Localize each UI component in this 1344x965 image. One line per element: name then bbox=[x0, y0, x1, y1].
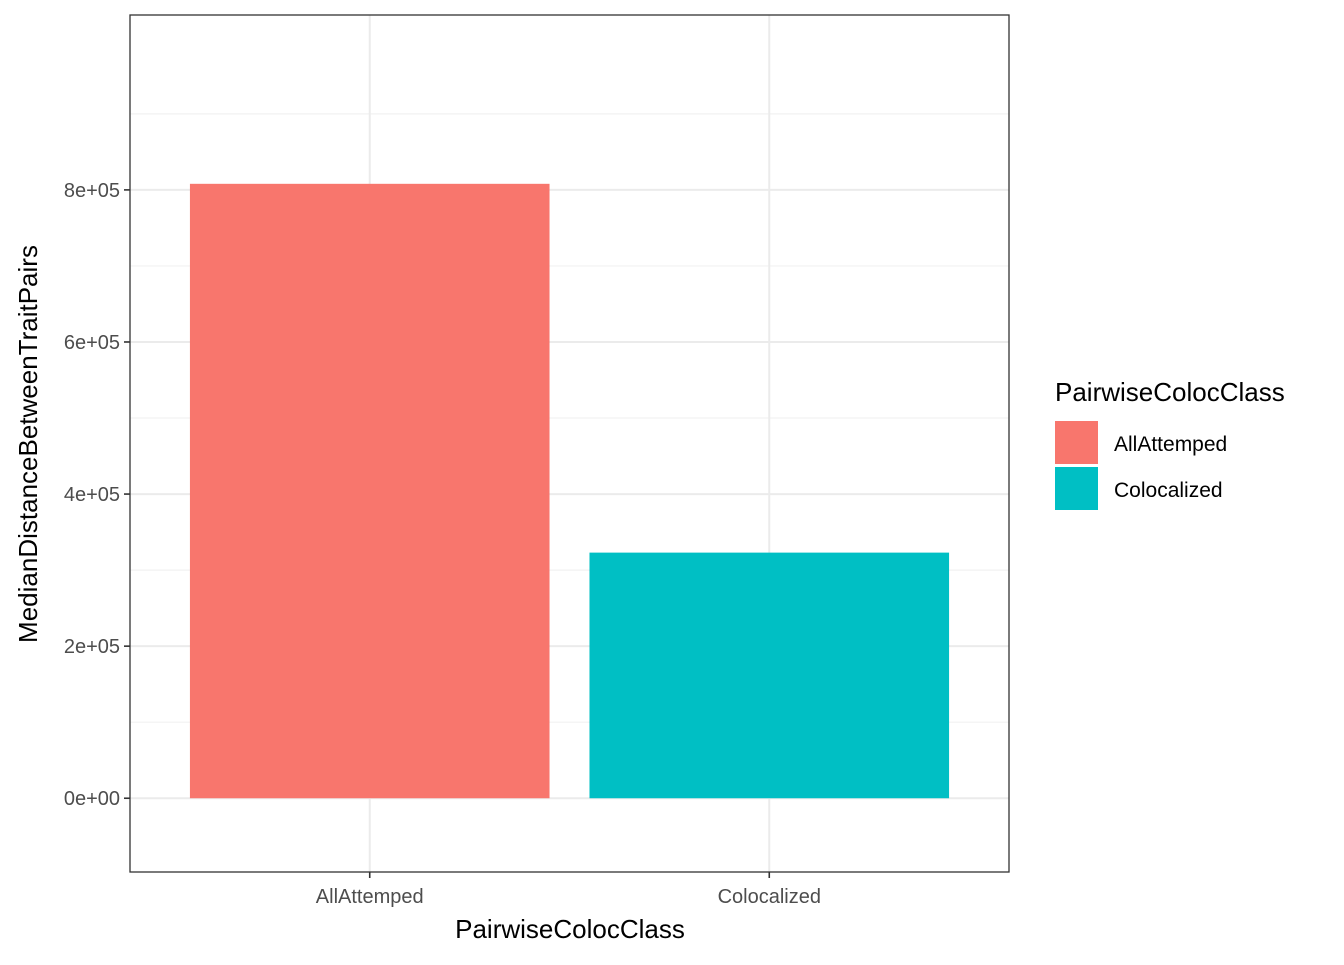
legend-title: PairwiseColocClass bbox=[1055, 377, 1285, 407]
y-tick-label: 0e+00 bbox=[64, 788, 120, 810]
x-axis-title: PairwiseColocClass bbox=[455, 914, 685, 944]
legend-label: AllAttemped bbox=[1114, 433, 1227, 456]
legend-entries: AllAttemped Colocalized bbox=[1055, 421, 1227, 510]
x-axis: AllAttemped Colocalized bbox=[316, 872, 821, 908]
legend: PairwiseColocClass AllAttemped Colocalize… bbox=[1055, 377, 1285, 510]
legend-key bbox=[1055, 421, 1098, 464]
y-tick-label: 6e+05 bbox=[64, 332, 120, 354]
legend-key bbox=[1055, 467, 1098, 510]
bar-allattemped bbox=[189, 183, 550, 799]
y-tick-label: 8e+05 bbox=[64, 180, 120, 202]
plot-border bbox=[129, 14, 1010, 873]
y-tick-label: 2e+05 bbox=[64, 636, 120, 658]
y-axis: 0e+00 2e+05 4e+05 6e+05 8e+05 bbox=[64, 180, 130, 810]
x-tick-label: Colocalized bbox=[718, 886, 821, 908]
bar-colocalized bbox=[589, 552, 950, 799]
y-tick-label: 4e+05 bbox=[64, 484, 120, 506]
x-tick-label: AllAttemped bbox=[316, 886, 424, 908]
legend-label: Colocalized bbox=[1114, 479, 1223, 502]
y-axis-title: MedianDistanceBetweenTraitPairs bbox=[13, 245, 43, 643]
bars bbox=[189, 183, 950, 799]
